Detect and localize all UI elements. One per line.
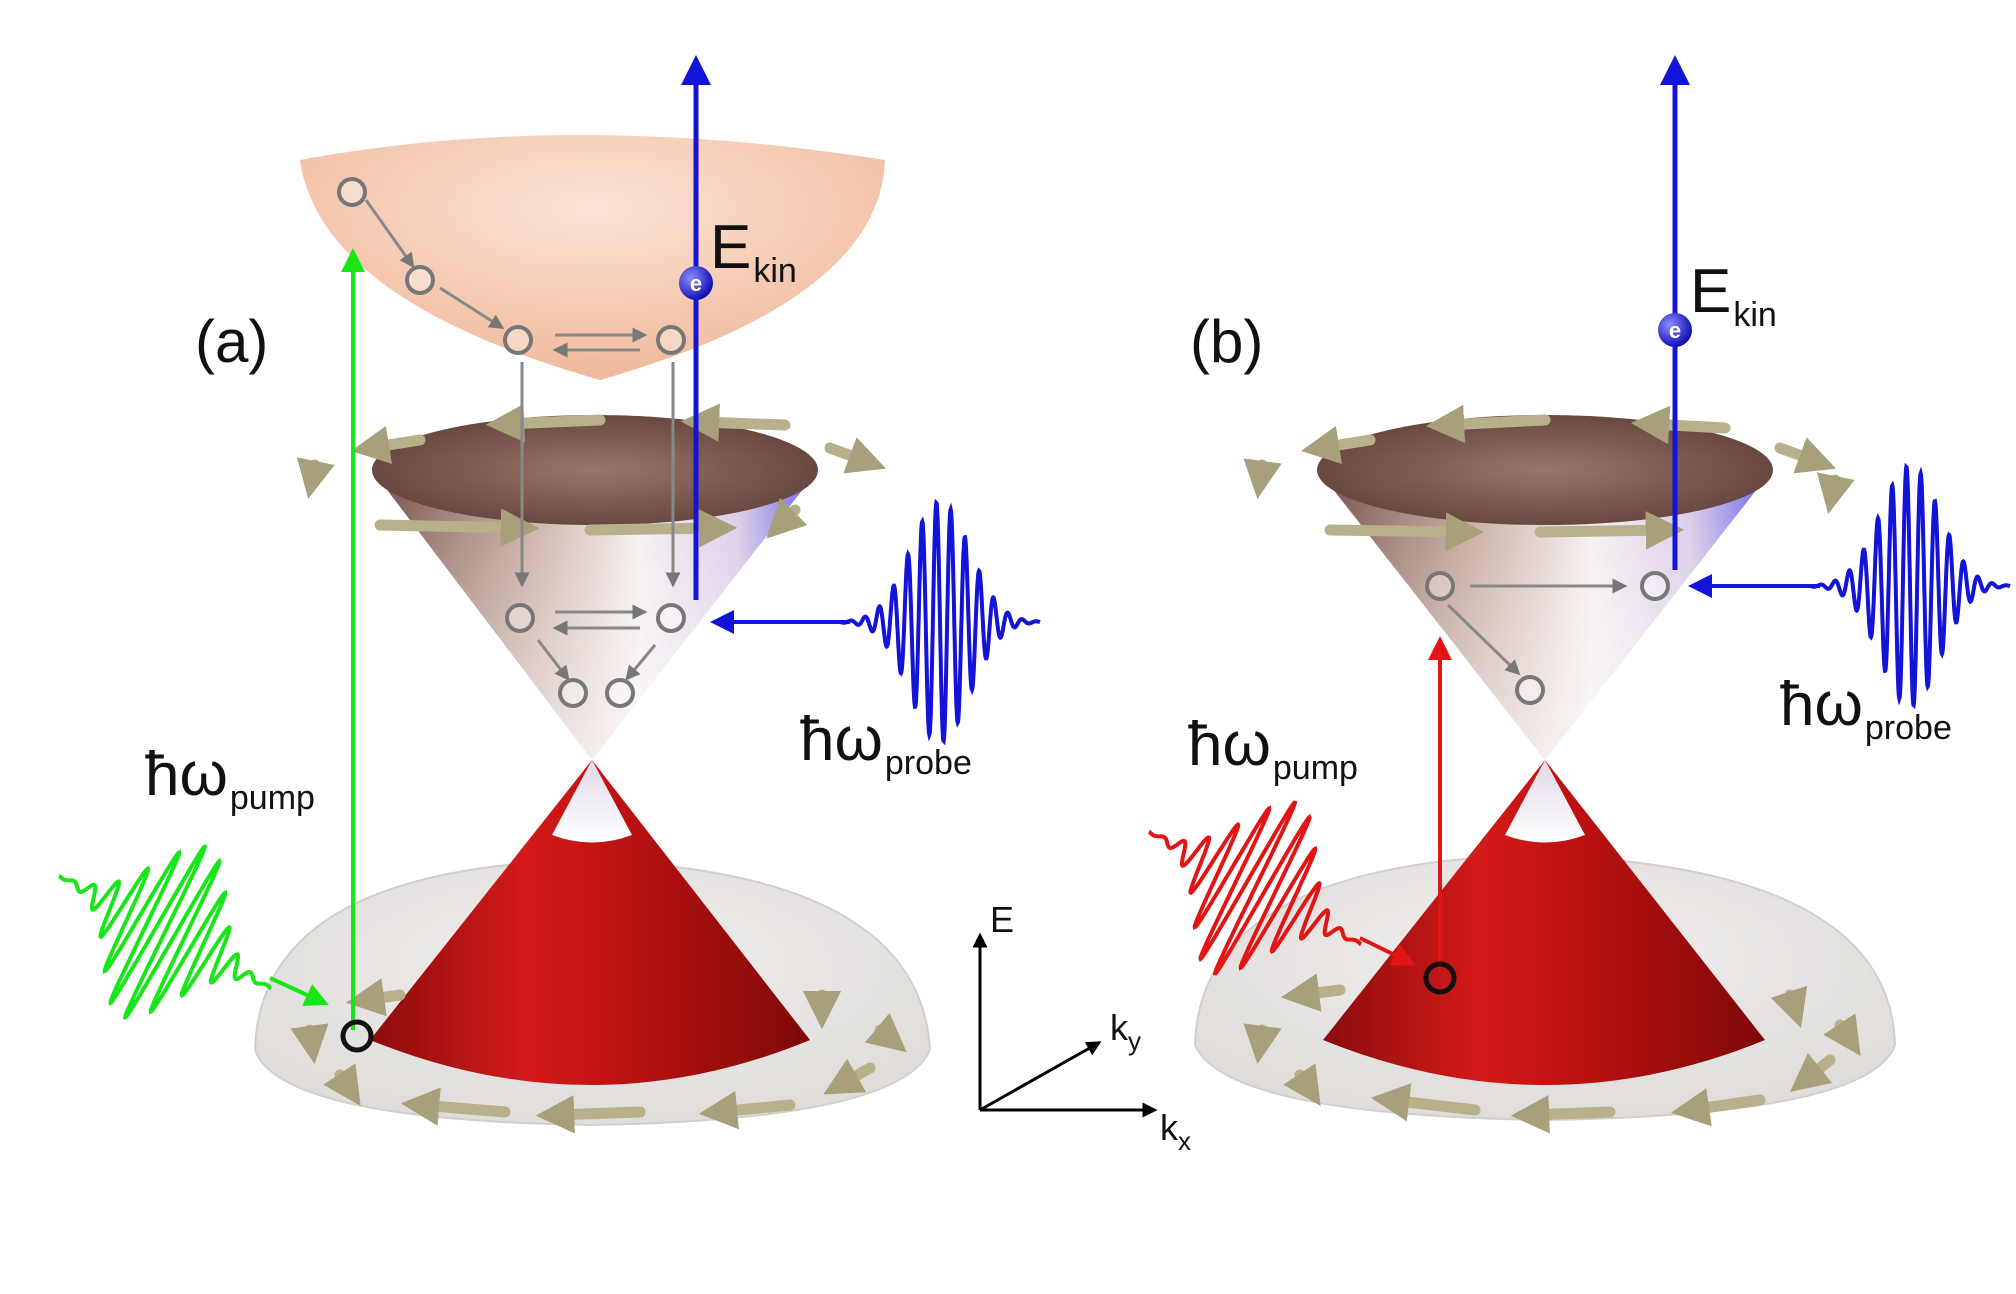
spin-texture-lower-b [1243, 973, 1861, 1134]
electron-symbol-b: e [1669, 318, 1681, 343]
lower-dirac-cone-a [370, 760, 810, 1085]
probe-label-b: ħωprobe [1780, 670, 1952, 747]
panel-a: e (a) Ekin ħωpump ħωprobe [57, 55, 1041, 1134]
spin-texture-upper-b [1243, 404, 1855, 551]
axis-label-e: E [990, 899, 1014, 940]
axis-label-kx: kx [1160, 1107, 1191, 1156]
pump-arrow-b [1359, 936, 1416, 966]
dirac-point-tip-lower-b [1505, 760, 1585, 843]
pump-pulse-b [1147, 800, 1363, 976]
panel-label-b: (b) [1190, 308, 1263, 375]
coordinate-axes [972, 932, 1158, 1118]
axis-label-ky: ky [1110, 1007, 1141, 1056]
axis-ky [979, 1041, 1102, 1112]
photoelectron-b [1658, 313, 1692, 347]
carrier-circles-b [1425, 571, 1670, 705]
probe-label-a: ħωprobe [800, 705, 972, 782]
lower-dirac-cone-b [1323, 760, 1765, 1085]
probe-pulse-b [1809, 462, 2011, 710]
pump-label-a: ħωpump [145, 740, 315, 817]
panel-b: e (b) Ekin ħωpump ħωprobe [1147, 55, 2011, 1134]
pump-arrow-a [269, 976, 329, 1006]
hole-initial-state-a [340, 1019, 374, 1053]
photoelectron-a [679, 266, 713, 300]
electron-symbol-a: e [690, 271, 702, 296]
panel-label-a: (a) [195, 308, 268, 375]
bulk-conduction-band-a [300, 135, 885, 380]
pump-pulse-a [57, 844, 273, 1020]
ekin-label-b: Ekin [1690, 257, 1777, 334]
pump-label-b: ħωpump [1188, 710, 1358, 787]
spin-texture-lower-a [290, 978, 907, 1134]
relaxation-path-a [364, 199, 681, 681]
carrier-circles-a [337, 177, 686, 708]
dirac-point-tip-lower-a [552, 760, 632, 843]
ekin-label-a: Ekin [710, 213, 797, 290]
hole-initial-state-b [1423, 961, 1457, 995]
probe-pulse-a [839, 498, 1041, 746]
upper-cone-top-a [372, 415, 818, 525]
relaxation-path-b [1446, 578, 1628, 676]
